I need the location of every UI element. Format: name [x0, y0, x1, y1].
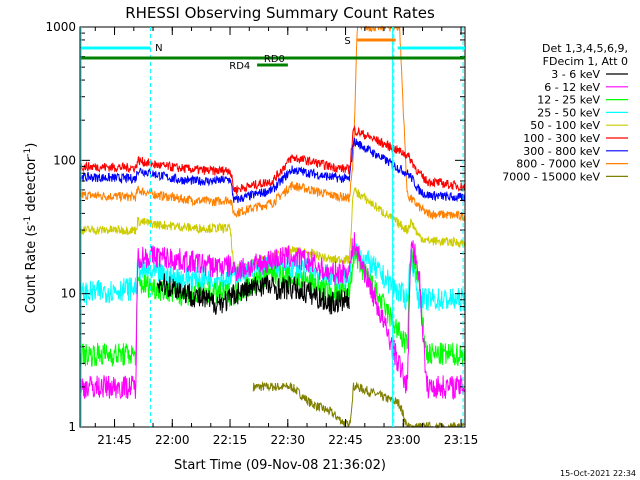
series-line-9	[252, 381, 466, 429]
legend-entry-label-5: 50 - 100 keV	[530, 119, 600, 132]
y-axis-label-mid: detector	[24, 156, 39, 216]
x-tick-label-3: 22:15	[213, 433, 248, 447]
y-tick-label-3: 100	[53, 153, 76, 167]
legend-entry-label-9: 7000 - 15000 keV	[502, 170, 600, 183]
legend-header-2: FDecim 1, Att 0	[543, 55, 628, 68]
series-line-7	[79, 137, 466, 204]
y-tick-label-1: 1	[68, 420, 76, 434]
y-axis-label-main: Count Rate (s	[24, 225, 39, 314]
plot-area	[79, 25, 466, 429]
annotation-label-2: RD0	[264, 54, 285, 65]
legend: Det 1,3,4,5,6,9, FDecim 1, Att 0 3 - 6 k…	[502, 42, 628, 183]
x-tick-label-7: 23:15	[444, 433, 479, 447]
annotation-label-1: N	[155, 43, 162, 54]
annotations: N RD0 RD4 S	[80, 27, 465, 427]
y-axis-label-sup2: -1	[23, 148, 33, 157]
chart-title: RHESSI Observing Summary Count Rates	[125, 4, 435, 22]
plot-frame	[79, 26, 466, 428]
x-tick-label-2: 22:00	[155, 433, 190, 447]
axes: 21:45 22:00 22:15 22:30 22:45 23:00 23:15 1 10 10…	[45, 20, 478, 447]
annotation-label-3: RD4	[229, 61, 250, 72]
legend-entry-label-3: 12 - 25 keV	[537, 94, 600, 107]
plot-border	[79, 26, 466, 428]
y-tick-label-4: 1000	[45, 20, 76, 34]
legend-entry-label-2: 6 - 12 keV	[544, 81, 600, 94]
series-line-3	[79, 244, 466, 367]
y-axis-label-end: )	[24, 143, 39, 148]
legend-entry-label-6: 100 - 300 keV	[523, 132, 600, 145]
series-line-2	[79, 232, 466, 401]
x-tick-label-4: 22:30	[270, 433, 305, 447]
x-tick-label-1: 21:45	[97, 433, 132, 447]
legend-entry-label-8: 800 - 7000 keV	[516, 158, 600, 171]
x-tick-label-6: 23:00	[386, 433, 421, 447]
x-axis-label: Start Time (09-Nov-08 21:36:02)	[174, 458, 386, 473]
y-axis-label: Count Rate (s-1 detector-1)	[23, 143, 39, 314]
timestamp: 15-Oct-2021 22:34	[560, 469, 636, 478]
series-line-1	[156, 273, 350, 315]
annotation-label-4: S	[344, 36, 350, 47]
x-tick-label-5: 22:45	[328, 433, 363, 447]
legend-header-1: Det 1,3,4,5,6,9,	[542, 42, 628, 55]
series-line-6	[79, 124, 466, 196]
y-axis-label-sup1: -1	[23, 216, 33, 225]
legend-entry-label-1: 3 - 6 keV	[551, 68, 600, 81]
legend-entry-label-4: 25 - 50 keV	[537, 106, 600, 119]
legend-entry-label-7: 300 - 800 keV	[523, 145, 600, 158]
y-tick-label-2: 10	[61, 287, 76, 301]
